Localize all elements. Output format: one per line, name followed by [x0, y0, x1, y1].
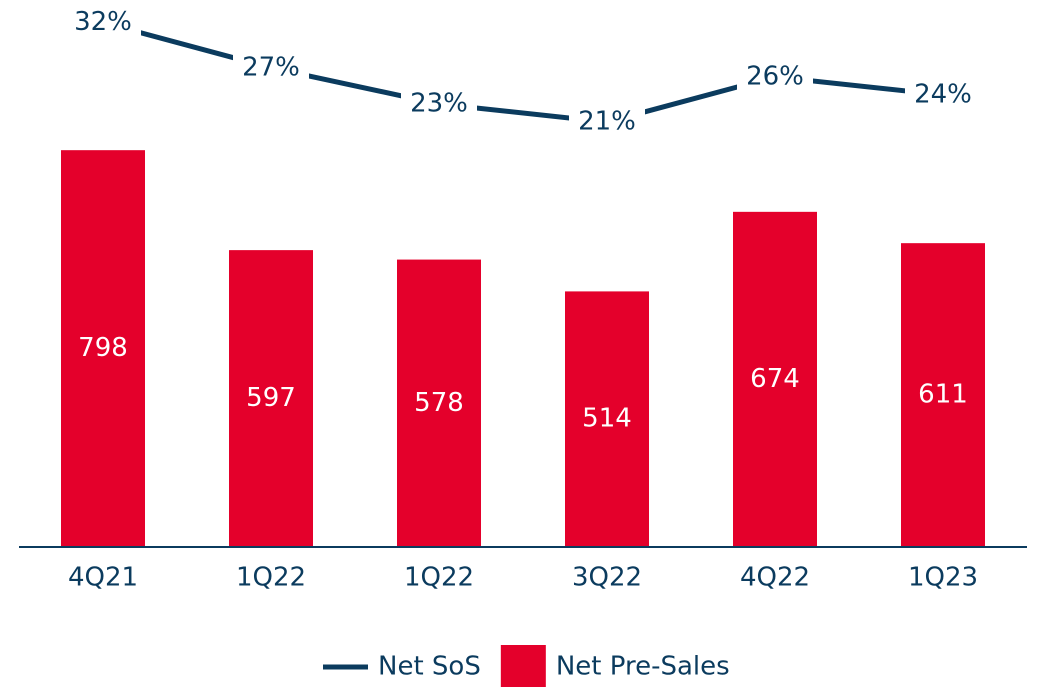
line-label: 27% [242, 52, 300, 82]
line-label: 32% [74, 7, 132, 37]
line [102, 20, 944, 125]
line-label: 24% [914, 79, 972, 109]
label-background [401, 86, 477, 121]
bar-label: 578 [414, 388, 464, 418]
x-tick-label: 1Q23 [908, 563, 978, 593]
bar-label: 597 [246, 383, 296, 413]
x-tick-label: 4Q22 [740, 563, 810, 593]
bar-label: 514 [582, 404, 632, 434]
bar [733, 211, 817, 547]
bar-label: 674 [750, 364, 800, 394]
legend-swatch [500, 645, 546, 687]
bar [397, 259, 481, 547]
legend-label: Net SoS [378, 652, 481, 682]
line-label: 26% [746, 61, 804, 91]
bar [901, 243, 985, 547]
label-background [65, 5, 141, 40]
x-tick-label: 4Q21 [68, 563, 138, 593]
line-label: 21% [578, 107, 636, 137]
line-label: 23% [410, 88, 468, 118]
bar [229, 250, 313, 548]
bar-label: 611 [918, 380, 968, 410]
x-tick-label: 3Q22 [572, 563, 642, 593]
bar [565, 291, 649, 547]
x-tick-label: 1Q22 [404, 563, 474, 593]
bar [61, 150, 145, 547]
label-background [737, 59, 813, 94]
legend-label: Net Pre-Sales [556, 652, 730, 682]
bar-label: 798 [78, 333, 128, 363]
label-background [569, 105, 645, 140]
label-background [233, 50, 309, 85]
x-tick-label: 1Q22 [236, 563, 306, 593]
label-background [905, 77, 981, 112]
